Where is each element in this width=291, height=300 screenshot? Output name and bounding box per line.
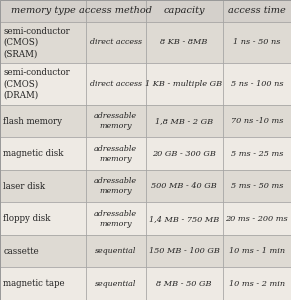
Bar (146, 137, 223, 170)
Text: 8 MB - 50 GB: 8 MB - 50 GB (156, 280, 212, 288)
Bar (0, 22, 86, 63)
Bar (0, 202, 86, 235)
Text: floppy disk: floppy disk (3, 214, 51, 223)
Bar (86, 235, 146, 268)
Text: sequential: sequential (95, 280, 136, 288)
Bar (86, 0, 146, 22)
Text: 1 KB - multiple GB: 1 KB - multiple GB (146, 80, 223, 88)
Bar (0, 63, 86, 105)
Bar (223, 235, 291, 268)
Bar (146, 268, 223, 300)
Text: 5 ms - 25 ms: 5 ms - 25 ms (231, 150, 283, 158)
Bar (146, 22, 223, 63)
Bar (0, 137, 86, 170)
Text: direct access: direct access (90, 38, 142, 46)
Bar (86, 22, 146, 63)
Text: 1,8 MB - 2 GB: 1,8 MB - 2 GB (155, 117, 213, 125)
Bar (146, 170, 223, 202)
Text: 10 ms - 1 min: 10 ms - 1 min (229, 247, 285, 255)
Text: 150 MB - 100 GB: 150 MB - 100 GB (149, 247, 219, 255)
Bar (86, 137, 146, 170)
Bar (146, 202, 223, 235)
Text: access time: access time (228, 6, 286, 15)
Text: flash memory: flash memory (3, 117, 63, 126)
Text: adressable
memory: adressable memory (94, 145, 137, 163)
Text: memory type: memory type (10, 6, 75, 15)
Text: magnetic tape: magnetic tape (3, 279, 65, 288)
Bar (0, 268, 86, 300)
Bar (223, 170, 291, 202)
Bar (0, 0, 86, 22)
Bar (223, 137, 291, 170)
Bar (223, 105, 291, 137)
Text: 20 ms - 200 ms: 20 ms - 200 ms (226, 215, 288, 223)
Text: magnetic disk: magnetic disk (3, 149, 64, 158)
Text: adressable
memory: adressable memory (94, 177, 137, 195)
Text: 1,4 MB - 750 MB: 1,4 MB - 750 MB (149, 215, 219, 223)
Text: 70 ns -10 ms: 70 ns -10 ms (231, 117, 283, 125)
Text: 8 KB - 8MB: 8 KB - 8MB (160, 38, 208, 46)
Text: 5 ns - 100 ns: 5 ns - 100 ns (230, 80, 283, 88)
Bar (86, 268, 146, 300)
Text: 20 GB - 300 GB: 20 GB - 300 GB (152, 150, 216, 158)
Bar (86, 170, 146, 202)
Text: adressable
memory: adressable memory (94, 112, 137, 130)
Bar (146, 235, 223, 268)
Text: sequential: sequential (95, 247, 136, 255)
Bar (146, 0, 223, 22)
Text: semi-conductor
(CMOS)
(DRAM): semi-conductor (CMOS) (DRAM) (3, 68, 70, 100)
Bar (0, 170, 86, 202)
Text: 1 ns - 50 ns: 1 ns - 50 ns (233, 38, 281, 46)
Text: 500 MB - 40 GB: 500 MB - 40 GB (151, 182, 217, 190)
Text: adressable
memory: adressable memory (94, 210, 137, 228)
Bar (223, 202, 291, 235)
Text: 10 ms - 2 min: 10 ms - 2 min (229, 280, 285, 288)
Bar (86, 63, 146, 105)
Text: cassette: cassette (3, 247, 39, 256)
Bar (223, 0, 291, 22)
Text: direct access: direct access (90, 80, 142, 88)
Bar (86, 105, 146, 137)
Bar (223, 268, 291, 300)
Text: semi-conductor
(CMOS)
(SRAM): semi-conductor (CMOS) (SRAM) (3, 27, 70, 58)
Bar (223, 63, 291, 105)
Text: access method: access method (79, 6, 152, 15)
Text: laser disk: laser disk (3, 182, 46, 190)
Bar (0, 235, 86, 268)
Bar (0, 105, 86, 137)
Text: 5 ms - 50 ms: 5 ms - 50 ms (231, 182, 283, 190)
Text: capacity: capacity (163, 6, 205, 15)
Bar (223, 22, 291, 63)
Bar (146, 105, 223, 137)
Bar (146, 63, 223, 105)
Bar (86, 202, 146, 235)
